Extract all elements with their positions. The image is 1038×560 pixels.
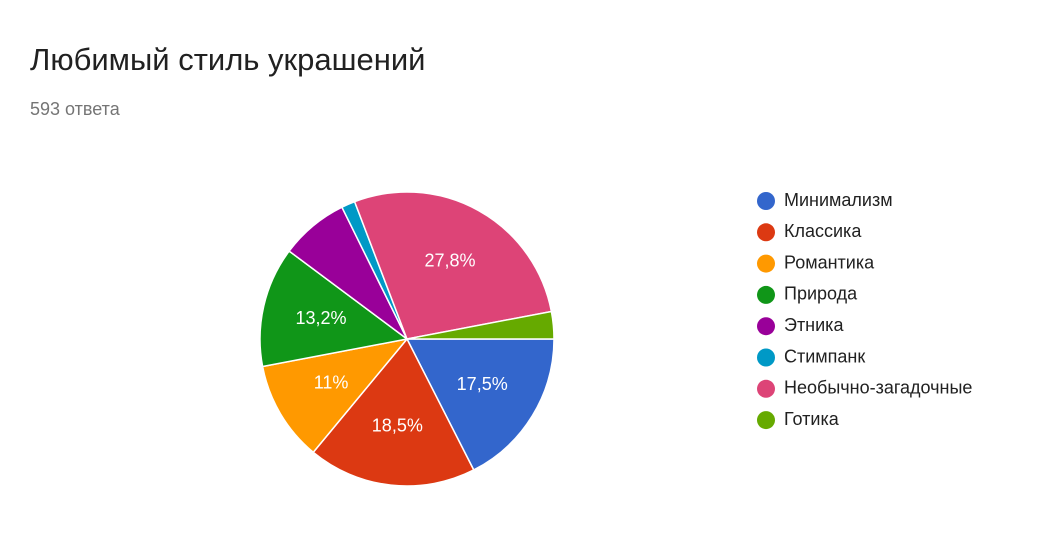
legend-label: Этника xyxy=(784,315,844,335)
legend-label: Классика xyxy=(784,221,862,241)
legend-marker xyxy=(757,223,775,242)
legend-label: Минимализм xyxy=(784,190,893,210)
pie-slice xyxy=(312,337,475,487)
legend-label: Готика xyxy=(784,409,840,429)
slice-label: 17,5% xyxy=(457,374,508,394)
legend-marker xyxy=(757,285,775,304)
slice-label: 11% xyxy=(314,373,349,393)
legend-marker xyxy=(757,254,775,273)
pie-slice xyxy=(405,338,555,471)
pie-slice xyxy=(406,310,555,340)
legend-label: Природа xyxy=(784,284,858,304)
chart-subtitle: 593 ответа xyxy=(30,99,121,119)
slice-label: 18,5% xyxy=(372,415,423,435)
legend-marker xyxy=(757,192,775,210)
slice-label: 27,8% xyxy=(424,251,475,271)
legend-marker xyxy=(757,317,775,336)
legend-label: Необычно-загадочные xyxy=(784,378,972,398)
legend-label: Романтика xyxy=(784,252,875,272)
legend-label: Стимпанк xyxy=(784,346,865,366)
pie-slice xyxy=(261,337,409,454)
pie-slice xyxy=(259,250,409,368)
legend-marker xyxy=(757,411,775,430)
slice-label: 13,2% xyxy=(296,308,347,328)
chart-title: Любимый стиль украшений xyxy=(30,42,425,77)
legend-marker xyxy=(757,348,775,367)
legend-marker xyxy=(757,379,775,398)
pie-slice xyxy=(353,191,553,340)
